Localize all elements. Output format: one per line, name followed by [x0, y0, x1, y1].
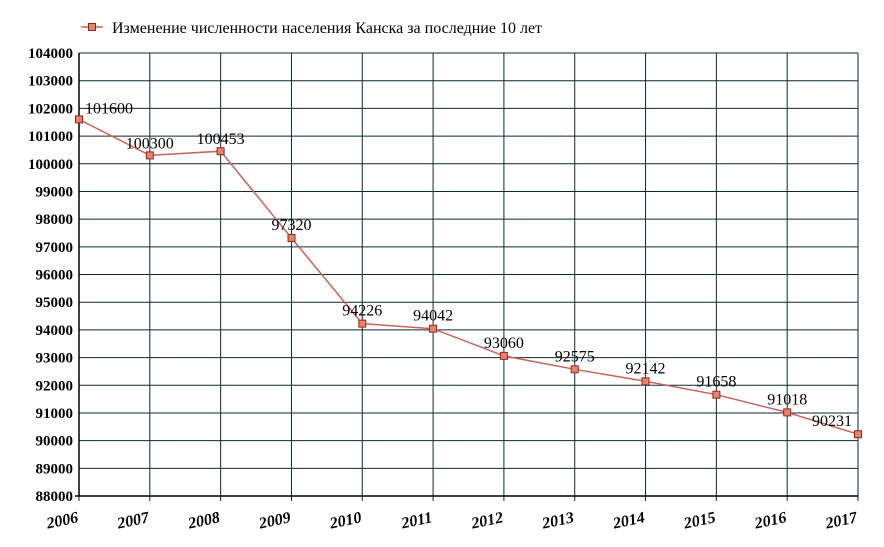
data-label: 94226 — [342, 303, 382, 320]
data-point — [216, 147, 225, 156]
y-tick-label: 88000 — [36, 489, 74, 505]
data-label: 91658 — [696, 374, 736, 391]
data-label: 91018 — [767, 391, 807, 408]
y-tick-label: 90000 — [36, 434, 74, 450]
data-point — [499, 351, 508, 360]
y-tick-label: 99000 — [36, 184, 74, 200]
data-label: 101600 — [85, 100, 133, 117]
data-point — [358, 319, 367, 328]
series-line — [78, 118, 859, 435]
data-point — [712, 390, 721, 399]
y-tick-label: 93000 — [36, 351, 74, 367]
y-tick-label: 104000 — [28, 46, 73, 62]
y-tick-label: 96000 — [36, 268, 74, 284]
data-label: 92575 — [555, 348, 595, 365]
data-point — [783, 408, 792, 417]
x-tick-label: 2009 — [256, 509, 292, 532]
data-label: 94042 — [413, 308, 453, 325]
data-label: 100453 — [197, 131, 245, 148]
y-tick-label: 102000 — [28, 101, 73, 117]
x-tick-label: 2006 — [44, 509, 80, 532]
y-tick-label: 100000 — [28, 157, 73, 173]
data-label: 100300 — [126, 135, 174, 152]
legend-marker-sample — [88, 23, 96, 31]
data-label: 93060 — [484, 335, 524, 352]
x-tick-label: 2017 — [823, 509, 860, 533]
y-tick-label: 92000 — [36, 378, 74, 394]
data-label: 97320 — [272, 217, 312, 234]
y-tick-label: 101000 — [28, 129, 73, 145]
x-tick-label: 2012 — [469, 509, 505, 532]
legend-label: Изменение численности населения Канска з… — [112, 20, 542, 37]
y-tick-label: 94000 — [36, 323, 74, 339]
data-point — [570, 365, 579, 374]
y-tick-label: 98000 — [36, 212, 74, 228]
y-tick-label: 89000 — [36, 461, 74, 477]
y-tick-label: 91000 — [36, 406, 74, 422]
x-tick-label: 2014 — [611, 509, 647, 532]
x-tick-label: 2007 — [115, 509, 152, 533]
x-tick-label: 2008 — [186, 509, 222, 532]
x-tick-label: 2011 — [399, 509, 434, 532]
y-tick-label: 103000 — [28, 74, 73, 90]
data-point — [287, 234, 296, 242]
data-labels: 101600 100300 100453 97320 94226 94042 93060 92… — [85, 100, 852, 430]
data-point — [75, 115, 83, 124]
data-point — [641, 377, 650, 386]
x-tick-label: 2015 — [681, 509, 717, 532]
data-label: 92142 — [626, 360, 666, 377]
data-point — [854, 430, 862, 439]
x-axis-ticks: 2006 2007 2008 2009 2010 2011 2012 2013 2014 2015… — [44, 509, 860, 533]
legend: Изменение численности населения Канска з… — [81, 20, 542, 37]
grid — [78, 52, 859, 501]
data-label: 90231 — [812, 413, 852, 430]
y-axis-ticks: 88000 89000 90000 91000 92000 93000 94000 95000… — [28, 46, 73, 505]
y-tick-label: 95000 — [36, 295, 74, 311]
x-tick-label: 2010 — [327, 509, 363, 532]
data-point — [429, 324, 438, 333]
x-tick-label: 2013 — [540, 509, 576, 532]
axes — [75, 53, 858, 497]
data-point — [145, 151, 154, 160]
x-tick-label: 2016 — [752, 509, 788, 532]
y-tick-label: 97000 — [36, 240, 74, 256]
series — [75, 115, 862, 439]
